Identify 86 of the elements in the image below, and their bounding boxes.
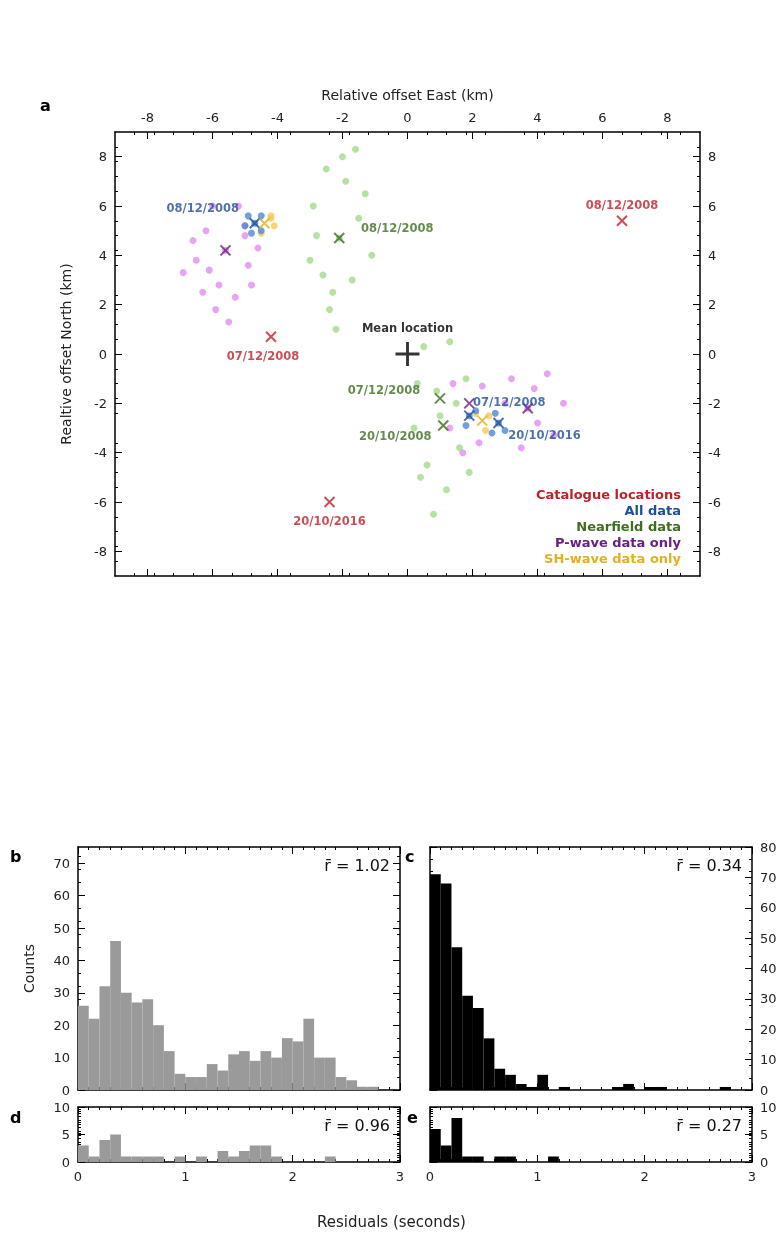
y-tick-label: 0 [61,1154,70,1170]
x-axis-title: Relative offset East (km) [321,87,494,103]
y2-tick-label: 8 [708,149,717,165]
y-tick-label: -4 [94,445,107,461]
y-tick-label: 0 [98,346,107,362]
y-tick-label: -6 [94,494,107,510]
y-tick-label: 30 [760,991,777,1007]
y-tick-label: 50 [53,920,70,936]
x-tick-label: -4 [271,110,284,125]
y-axis-title: Counts [21,944,37,993]
text: P-wave data only [554,535,682,550]
y2-tick-label: 0 [708,346,717,362]
data-label: 20/10/2016 [508,428,581,443]
y-tick-label: 40 [760,961,777,976]
y2-tick-label: 2 [708,297,717,313]
y-tick-label: 80 [760,839,777,855]
y2-tick-label: -4 [708,445,721,461]
y-tick-label: 8 [98,149,107,165]
x-tick-label: -8 [141,110,154,125]
x-tick-label: 3 [747,1169,757,1184]
chart-title: b [10,846,22,866]
data-label: 07/12/2008 [347,383,421,398]
y-tick-label: 10 [760,1052,777,1068]
x-tick-label: -6 [206,110,219,125]
y-tick-label: 40 [53,952,70,968]
y-tick-label: 20 [53,1017,70,1033]
text: SH-wave data only [544,551,682,566]
y2-tick-label: 4 [708,247,717,263]
data-label: 07/12/2008 [226,348,300,363]
chart-title: d [10,1107,22,1127]
x-tick-label: 0 [73,1169,83,1184]
y-tick-label: 60 [53,888,70,904]
y2-tick-label: -6 [708,494,721,510]
annotation: r̄ = 1.02 [324,855,390,875]
y-tick-label: -8 [94,543,107,559]
x-tick-label: 0 [425,1169,435,1184]
y-tick-label: 6 [98,198,107,214]
y-tick-label: 10 [53,1050,70,1066]
y-tick-label: 70 [53,855,70,871]
y2-tick-label: -2 [708,395,721,411]
y-tick-label: 0 [61,1082,70,1098]
y-tick-label: 60 [760,900,777,916]
y-tick-label: 50 [760,930,777,946]
annotation: r̄ = 0.27 [676,1115,742,1135]
y-tick-label: 2 [98,297,107,313]
data-label: 20/10/2008 [359,428,432,443]
x-tick-label: 2 [288,1169,297,1184]
x-tick-label: 6 [598,110,607,125]
x-tick-label: 1 [533,1169,542,1184]
y2-tick-label: -8 [708,543,721,559]
y-tick-label: 4 [98,247,107,263]
x-tick-label: -2 [336,110,349,125]
y-tick-label: 0 [760,1082,769,1098]
data-label: 08/12/2008 [585,197,659,212]
y2-tick-label: 6 [708,198,717,214]
y-tick-label: 20 [760,1021,777,1037]
x-tick-label: 1 [181,1169,190,1184]
chart-title: e [407,1107,418,1127]
x-tick-label: 2 [640,1169,649,1184]
y-tick-label: 0 [760,1154,769,1170]
text: All data [624,503,681,518]
x-tick-label: 8 [663,110,672,125]
y-tick-label: 30 [53,985,70,1001]
x-axis-title: Residuals (seconds) [317,1212,466,1231]
x-tick-label: 2 [468,110,477,125]
text: Nearfield data [576,519,681,534]
y-tick-label: 5 [760,1127,769,1142]
y-tick-label: 5 [61,1127,70,1142]
x-tick-label: 4 [533,110,542,125]
annotation: r̄ = 0.34 [676,855,742,875]
y-tick-label: 10 [53,1099,70,1115]
y-tick-label: -2 [94,395,107,411]
annotation: r̄ = 0.96 [324,1115,390,1135]
chart-title: a [40,95,51,115]
data-label: 08/12/2008 [361,221,434,236]
y-axis-title: Realtive offset North (km) [58,263,74,445]
data-label: 07/12/2008 [473,394,546,409]
text: Catalogue locations [535,487,682,502]
y-tick-label: 70 [760,869,777,885]
x-tick-label: 3 [395,1169,405,1184]
x-tick-label: 0 [403,110,412,125]
data-label: 20/10/2016 [293,514,366,528]
y-tick-label: 10 [760,1099,777,1115]
chart-title: c [405,846,415,866]
data-label: 08/12/2008 [166,201,239,216]
series-label: Mean location [361,321,454,335]
